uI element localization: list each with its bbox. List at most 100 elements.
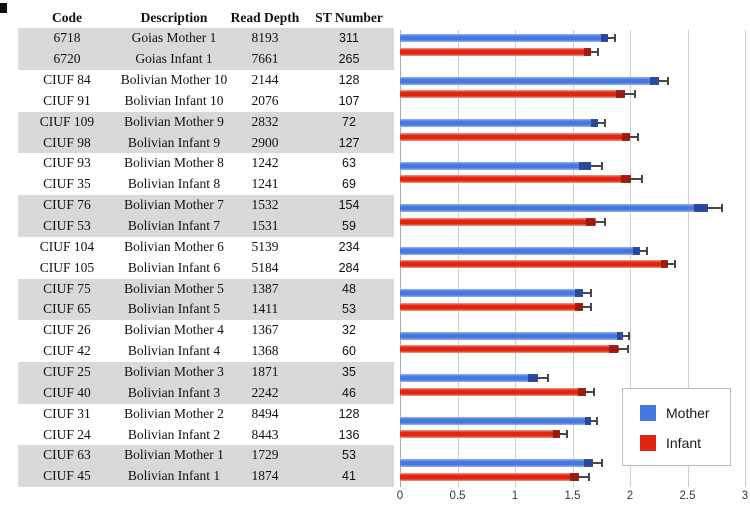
error-bar-inner [570, 472, 580, 481]
cell-read-depth: 2242 [251, 384, 279, 400]
mother-bar [400, 204, 709, 212]
error-bar-line [631, 178, 642, 180]
gridline [457, 30, 459, 487]
table-row: CIUF 91 Bolivian Infant 10 2076 107 [0, 91, 400, 112]
x-tick-label: 0.5 [449, 490, 466, 502]
table-row: CIUF 31 Bolivian Mother 2 8494 128 [0, 404, 400, 425]
infant-bar [400, 472, 580, 481]
infant-bar [400, 217, 596, 226]
infant-bar [400, 345, 619, 353]
cell-code: 6720 [53, 51, 81, 67]
table-row: CIUF 93 Bolivian Mother 8 1242 63 [0, 153, 400, 174]
cell-description: Bolivian Infant 10 [124, 92, 224, 108]
row-band [18, 111, 394, 154]
table-row: CIUF 75 Bolivian Mother 5 1387 48 [0, 279, 400, 300]
gridline [572, 30, 574, 487]
cell-code: CIUF 26 [43, 322, 91, 338]
mother-bar [400, 119, 598, 127]
table-row: CIUF 26 Bolivian Mother 4 1367 32 [0, 320, 400, 341]
error-bar-inner [694, 204, 709, 212]
error-bar-cap [626, 345, 629, 353]
cell-read-depth: 2832 [251, 113, 279, 129]
gridline [687, 30, 689, 487]
cell-code: CIUF 31 [43, 405, 91, 421]
error-bar-line [590, 50, 598, 53]
table-row: CIUF 76 Bolivian Mother 7 1532 154 [0, 195, 400, 216]
cell-st-number: 107 [338, 93, 360, 108]
error-bar-line [586, 390, 595, 393]
table-row: CIUF 40 Bolivian Infant 3 2242 46 [0, 383, 400, 404]
error-bar-inner [590, 119, 598, 127]
infant-bar [400, 260, 668, 268]
table-row: CIUF 53 Bolivian Infant 7 1531 59 [0, 216, 400, 237]
cell-st-number: 128 [338, 72, 360, 87]
table-row: CIUF 65 Bolivian Infant 5 1411 53 [0, 299, 400, 320]
x-tick-label: 3 [741, 490, 749, 502]
cell-st-number: 128 [338, 406, 360, 421]
cell-code: CIUF 65 [43, 301, 91, 317]
table-row: CIUF 63 Bolivian Mother 1 1729 53 [0, 445, 400, 466]
cell-description: Bolivian Infant 3 [127, 384, 221, 400]
table-row: CIUF 42 Bolivian Infant 4 1368 60 [0, 341, 400, 362]
error-bar-inner [621, 132, 630, 141]
cell-st-number: 63 [342, 156, 356, 171]
legend-label-mother: Mother [666, 405, 710, 421]
cell-st-number: 234 [338, 239, 360, 254]
x-tick-label: 2 [626, 490, 634, 502]
row-band [18, 278, 394, 321]
error-bar-inner [609, 345, 619, 353]
corner-artifact [0, 3, 7, 13]
error-bar-cap [596, 47, 599, 56]
error-bar-cap [640, 175, 643, 183]
mother-bar [400, 416, 591, 425]
cell-code: CIUF 40 [43, 384, 91, 400]
error-bar-inner [649, 76, 659, 85]
cell-description: Goias Mother 1 [131, 30, 217, 46]
error-bar-line [623, 334, 629, 337]
cell-description: Bolivian Infant 6 [127, 259, 221, 275]
infant-bar [400, 47, 591, 56]
error-bar-line [630, 135, 639, 138]
cell-code: CIUF 25 [43, 363, 91, 379]
cell-read-depth: 1411 [251, 301, 279, 317]
cell-description: Bolivian Mother 5 [124, 280, 224, 296]
cell-description: Bolivian Infant 5 [127, 301, 221, 317]
cell-description: Bolivian Mother 7 [124, 197, 224, 213]
error-bar-cap [603, 119, 606, 127]
error-bar-cap [673, 260, 676, 268]
cell-code: CIUF 42 [43, 343, 91, 359]
cell-st-number: 72 [342, 114, 356, 129]
cell-code: CIUF 91 [43, 92, 91, 108]
cell-code: 6718 [53, 30, 81, 46]
error-bar-line [597, 122, 605, 124]
cell-description: Bolivian Infant 1 [127, 468, 221, 484]
cell-read-depth: 7661 [251, 51, 279, 67]
error-bar-line [658, 79, 668, 82]
gridline [630, 30, 631, 487]
cell-description: Goias Infant 1 [135, 51, 213, 67]
error-bar-line [708, 207, 722, 209]
error-bar-inner [574, 289, 583, 297]
cell-code: CIUF 104 [39, 238, 95, 254]
cell-description: Bolivian Infant 9 [127, 134, 221, 150]
mother-bar [400, 374, 538, 382]
cell-read-depth: 1729 [251, 447, 279, 463]
table-row: CIUF 104 Bolivian Mother 6 5139 234 [0, 237, 400, 258]
row-band [18, 445, 394, 488]
cell-code: CIUF 93 [43, 155, 91, 171]
cell-description: Bolivian Infant 7 [127, 217, 221, 233]
cell-code: CIUF 53 [43, 217, 91, 233]
error-bar-cap [587, 472, 590, 481]
error-bar-cap [595, 416, 598, 425]
infant-bar [400, 430, 560, 438]
cell-description: Bolivian Infant 8 [127, 176, 221, 192]
error-bar-line [579, 475, 589, 478]
error-bar-inner [616, 90, 626, 98]
mother-bar [400, 289, 583, 297]
mother-bar [400, 76, 659, 85]
infant-bar [400, 90, 626, 98]
x-tick-label: 1.5 [564, 490, 581, 502]
cell-read-depth: 1531 [251, 217, 279, 233]
cell-read-depth: 2076 [251, 92, 279, 108]
